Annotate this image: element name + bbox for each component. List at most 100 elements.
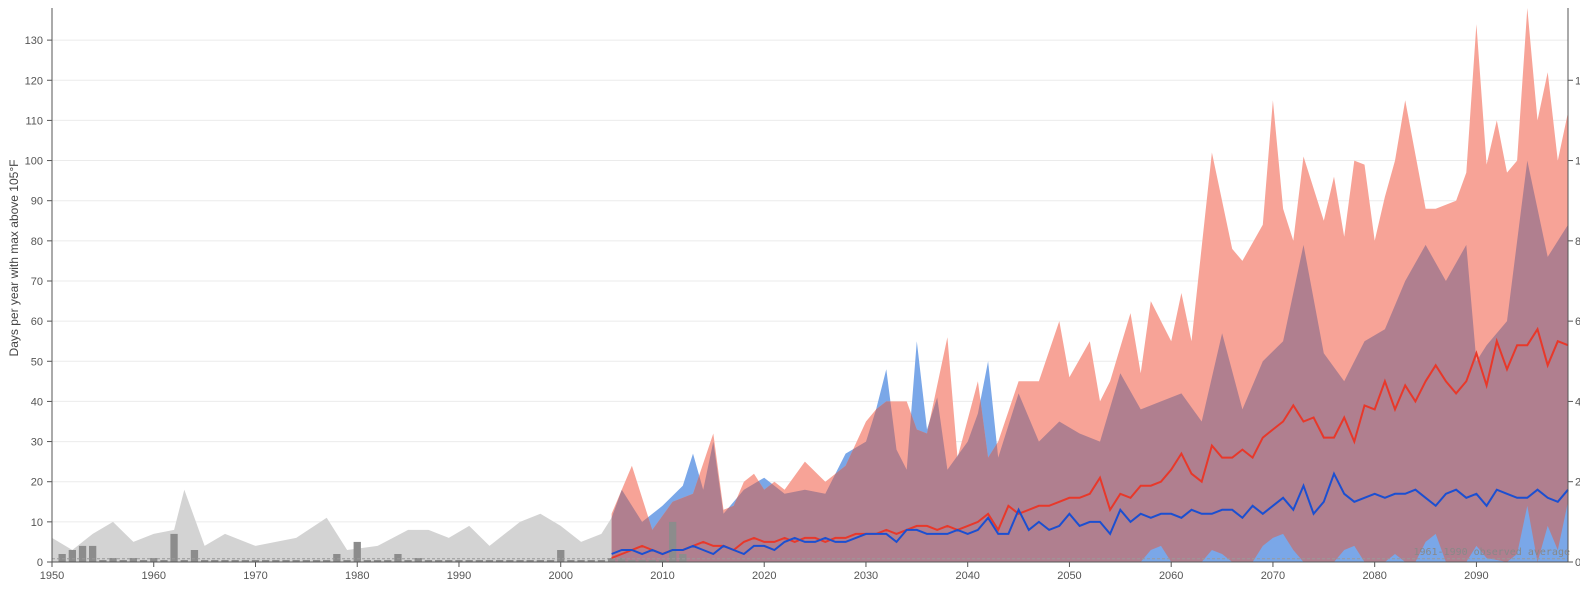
y-axis-title: Days per year with max above 105°F — [7, 160, 21, 357]
y-tick-label: 60 — [31, 316, 43, 328]
y-tick-label: 90 — [31, 196, 43, 208]
right-tick-label: 40 — [1575, 396, 1580, 408]
x-tick-label: 1990 — [447, 570, 471, 582]
higher-emissions-median-line — [611, 326, 1569, 559]
y-tick-label: 10 — [31, 517, 43, 529]
right-tick-label: 60 — [1575, 316, 1580, 328]
right-tick-label: 100 — [1575, 156, 1580, 168]
observed-bar — [404, 560, 412, 562]
observed-bar — [445, 560, 453, 562]
observed-bar — [435, 560, 443, 562]
observed-bar — [679, 554, 687, 562]
observed-bar — [109, 558, 117, 562]
observed-bar — [557, 550, 565, 562]
plot-areas — [52, 8, 1568, 562]
observed-bar — [333, 554, 341, 562]
observed-bar — [241, 560, 249, 562]
observed-bar — [658, 560, 667, 562]
y-tick-label: 0 — [37, 557, 43, 569]
observed-bar — [628, 560, 636, 562]
observed-bar — [272, 560, 280, 562]
y-tick-label: 70 — [31, 276, 43, 288]
observed-bar — [638, 560, 646, 562]
observed-bar — [68, 550, 76, 562]
observed-bar — [292, 560, 300, 562]
observed-bar — [363, 560, 371, 562]
observed-bar — [129, 558, 137, 562]
observed-bars — [58, 521, 687, 562]
observed-bar — [190, 550, 199, 562]
observed-bar — [78, 545, 87, 562]
right-tick-label: 20 — [1575, 477, 1580, 489]
observed-bar — [160, 560, 168, 562]
observed-bar — [455, 560, 463, 562]
observed-bar — [282, 560, 290, 562]
observed-bar — [496, 560, 504, 562]
observed-bar — [597, 560, 606, 562]
observed-bar — [465, 560, 473, 562]
observed-bar — [139, 560, 148, 562]
observed-bar — [58, 554, 66, 562]
observed-bar — [577, 560, 585, 562]
observed-bar — [180, 560, 188, 562]
observed-bar — [648, 560, 656, 562]
observed-bar — [587, 560, 595, 562]
observed-bar — [170, 533, 178, 562]
observed-bar — [302, 560, 310, 562]
x-tick-label: 1980 — [345, 570, 369, 582]
overlap-range-area — [611, 160, 1568, 562]
observed-bar — [567, 560, 575, 562]
x-tick-label: 1960 — [142, 570, 166, 582]
lower-range-min-area — [1140, 501, 1568, 562]
historical-range-area — [52, 489, 612, 562]
observed-bar — [323, 560, 331, 562]
x-tick-label: 2070 — [1261, 570, 1285, 582]
right-tick-label: 120 — [1575, 75, 1580, 87]
x-tick-label: 1970 — [243, 570, 267, 582]
observed-bar — [353, 541, 361, 562]
observed-bar — [475, 560, 483, 562]
y-tick-label: 100 — [25, 156, 43, 168]
y-tick-label: 120 — [25, 75, 43, 87]
observed-bar — [119, 560, 127, 562]
observed-bar — [89, 545, 97, 562]
observed-bar — [373, 560, 382, 562]
x-tick-label: 2080 — [1362, 570, 1386, 582]
y-tick-label: 30 — [31, 437, 43, 449]
observed-average-label: 1961-1990 observed average — [1413, 547, 1570, 558]
x-tick-label: 2090 — [1464, 570, 1488, 582]
observed-bar — [516, 560, 524, 562]
observed-bar — [231, 560, 239, 562]
observed-bar — [99, 560, 107, 562]
observed-bar — [506, 560, 514, 562]
y-tick-label: 40 — [31, 396, 43, 408]
observed-bar — [546, 560, 555, 562]
right-tick-label: 0 — [1575, 557, 1580, 569]
observed-bar — [150, 558, 158, 562]
right-tick-label: 80 — [1575, 236, 1580, 248]
observed-bar — [343, 560, 351, 562]
observed-bar — [221, 560, 229, 562]
x-tick-label: 2030 — [854, 570, 878, 582]
observed-bar — [312, 560, 321, 562]
observed-bar — [618, 558, 626, 562]
y-tick-label: 50 — [31, 356, 43, 368]
median-lines — [52, 326, 1569, 560]
observed-bar — [526, 560, 534, 562]
x-tick-label: 2050 — [1057, 570, 1081, 582]
lower-emissions-median-line — [611, 471, 1569, 556]
observed-bar — [414, 558, 422, 562]
x-tick-label: 2060 — [1159, 570, 1183, 582]
y-tick-label: 20 — [31, 477, 43, 489]
observed-bar — [669, 521, 677, 562]
x-tick-label: 2040 — [955, 570, 979, 582]
gridlines — [52, 39, 1568, 563]
y-tick-label: 130 — [25, 35, 43, 47]
observed-bar — [536, 560, 544, 562]
y-tick-label: 80 — [31, 236, 43, 248]
observed-bar — [485, 560, 494, 562]
observed-bar — [251, 560, 260, 562]
x-tick-label: 2000 — [548, 570, 572, 582]
observed-bar — [211, 560, 219, 562]
